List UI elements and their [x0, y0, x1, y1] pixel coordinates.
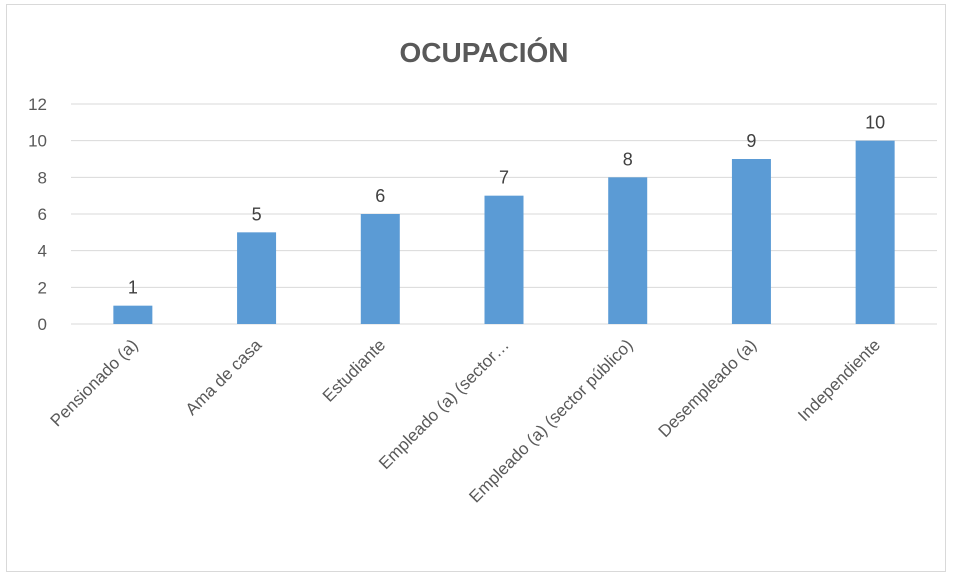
data-label-2: 6 [375, 186, 385, 206]
bar-2 [360, 214, 400, 324]
x-tick-label-6: Independiente [794, 335, 884, 425]
y-tick-label-0: 0 [38, 315, 47, 334]
y-tick-label-4: 4 [38, 242, 47, 261]
bar-5 [731, 159, 771, 324]
data-label-3: 7 [499, 168, 509, 188]
bar-3 [484, 195, 524, 324]
bar-6 [855, 140, 895, 324]
y-tick-label-8: 8 [38, 168, 47, 187]
x-tick-label-0: Pensionado (a) [47, 335, 142, 430]
y-tick-label-6: 6 [38, 205, 47, 224]
chart-title: OCUPACIÓN [399, 37, 568, 68]
y-axis-tick-labels: 0 2 4 6 8 10 12 [28, 95, 47, 334]
data-label-5: 9 [746, 131, 756, 151]
x-tick-label-2: Estudiante [319, 335, 389, 405]
data-label-6: 10 [865, 113, 885, 133]
x-axis-tick-labels: Pensionado (a) Ama de casa EstudianteEmple… [47, 335, 884, 506]
x-tick-label-3: Empleado (a) (sector… [375, 335, 513, 473]
y-tick-label-12: 12 [28, 95, 47, 114]
bar-1 [237, 232, 277, 324]
bar-4 [608, 177, 648, 324]
y-tick-label-10: 10 [28, 132, 47, 151]
chart-frame [6, 4, 946, 572]
y-tick-label-2: 2 [38, 278, 47, 297]
bars [113, 140, 895, 324]
data-labels: 1 5 6 7 8 9 10 [128, 113, 885, 298]
data-label-4: 8 [623, 149, 633, 169]
gridlines [71, 103, 937, 325]
bar-0 [113, 305, 153, 324]
x-tick-label-5: Desempleado (a) [655, 335, 761, 441]
data-label-0: 1 [128, 278, 138, 298]
x-tick-label-1: Ama de casa [182, 335, 266, 419]
data-label-1: 5 [252, 204, 262, 224]
